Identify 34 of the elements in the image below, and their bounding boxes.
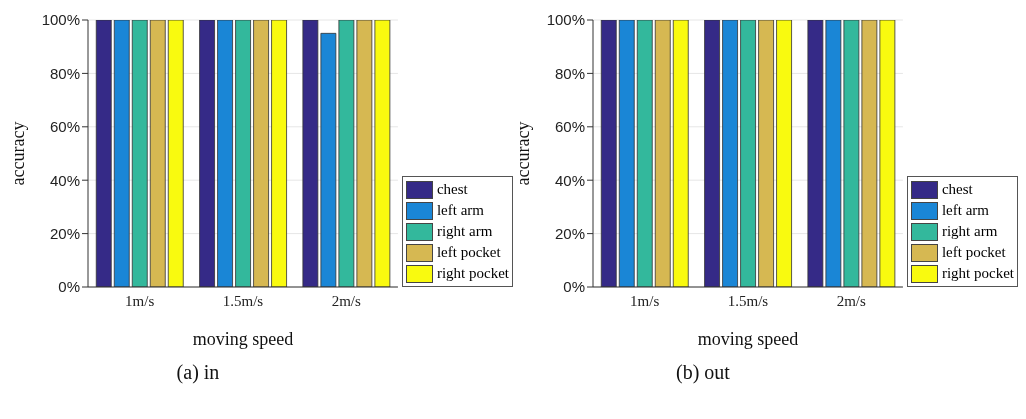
legend-label: chest bbox=[941, 181, 973, 198]
y-tick-label: 60% bbox=[49, 118, 80, 136]
legend-label: left pocket bbox=[436, 244, 501, 261]
text: (b) out bbox=[675, 361, 731, 384]
y-tick-label: 60% bbox=[554, 118, 585, 136]
x-tick-label: 1m/s bbox=[125, 292, 155, 309]
legend-label: left pocket bbox=[941, 244, 1006, 261]
legend-label: left arm bbox=[436, 202, 484, 219]
y-axis-title: accuracy bbox=[513, 121, 534, 186]
x-axis-title: moving speed bbox=[697, 329, 799, 349]
y-tick-label: 100% bbox=[546, 11, 585, 29]
y-tick-label: 40% bbox=[49, 171, 80, 189]
legend-label: right arm bbox=[436, 223, 493, 240]
x-tick-label: 2m/s bbox=[836, 292, 867, 309]
y-axis-title: accuracy bbox=[8, 121, 29, 186]
y-tick-label: 0% bbox=[58, 278, 80, 296]
x-tick-label: 1.5m/s bbox=[222, 292, 264, 309]
legend-label: chest bbox=[436, 181, 468, 198]
y-tick-label: 20% bbox=[49, 224, 80, 242]
x-tick-label: 2m/s bbox=[331, 292, 362, 309]
x-axis-title: moving speed bbox=[192, 329, 294, 349]
legend-label: right arm bbox=[941, 223, 998, 240]
x-tick-label: 1m/s bbox=[630, 292, 660, 309]
y-tick-label: 80% bbox=[554, 64, 585, 82]
text: (a) in bbox=[175, 361, 221, 384]
y-tick-label: 20% bbox=[554, 224, 585, 242]
legend-label: right pocket bbox=[941, 265, 1014, 282]
legend-label: left arm bbox=[941, 202, 989, 219]
y-tick-label: 80% bbox=[49, 64, 80, 82]
y-tick-label: 100% bbox=[41, 11, 80, 29]
x-tick-label: 1.5m/s bbox=[727, 292, 769, 309]
legend-label: right pocket bbox=[436, 265, 509, 282]
y-tick-label: 40% bbox=[554, 171, 585, 189]
y-tick-label: 0% bbox=[563, 278, 585, 296]
